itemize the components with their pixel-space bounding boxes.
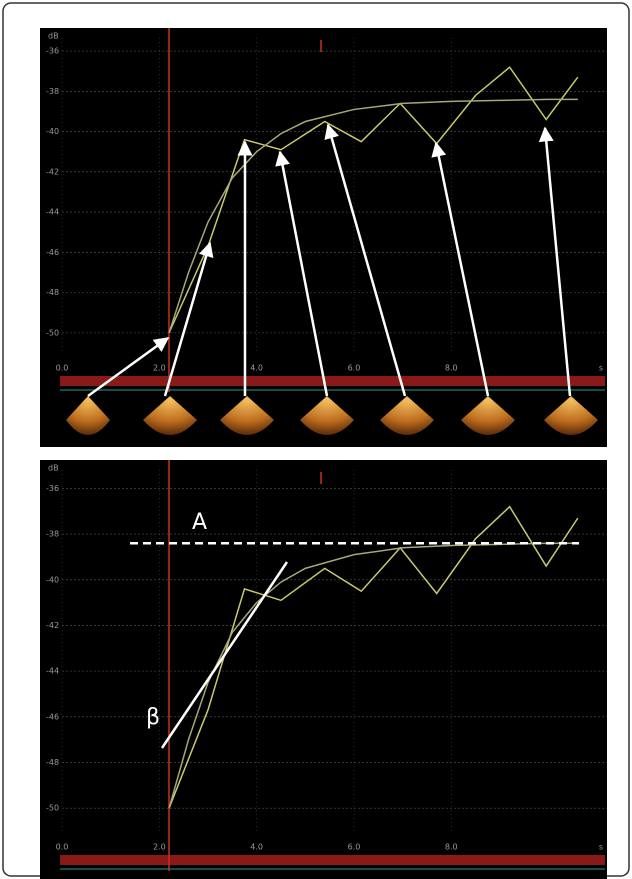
y-tick-label: -48	[46, 288, 59, 297]
timeline-strip	[60, 376, 605, 386]
x-tick-label: 8.0	[445, 364, 458, 373]
x-tick-label: 0.0	[56, 364, 69, 373]
figure: dB s -36 -38 -40 -42 -44 -46 -48 -50 0.0 2.0 4.0 6.0 8…	[0, 0, 632, 879]
x-axis-label: s	[599, 364, 603, 373]
x-tick-label: 8.0	[445, 843, 458, 852]
y-tick-label: -38	[46, 530, 59, 539]
y-tick-label: -46	[46, 712, 59, 721]
y-tick-label: -38	[46, 87, 59, 96]
y-tick-label: -48	[46, 758, 59, 767]
y-axis-label: dB	[48, 32, 59, 41]
timeline-strip	[60, 855, 605, 865]
x-tick-label: 6.0	[348, 364, 361, 373]
y-tick-label: -40	[46, 575, 59, 584]
y-tick-label: -36	[46, 47, 59, 56]
y-tick-label: -50	[46, 804, 59, 813]
panel-bg	[40, 460, 607, 879]
y-tick-label: -50	[46, 328, 59, 337]
y-tick-label: -46	[46, 248, 59, 257]
y-tick-label: -44	[46, 667, 59, 676]
y-tick-label: -44	[46, 208, 59, 217]
annotation: β	[146, 705, 160, 730]
x-tick-label: 6.0	[348, 843, 361, 852]
x-axis-label: s	[599, 843, 603, 852]
x-tick-label: 4.0	[250, 843, 263, 852]
y-tick-label: -42	[46, 621, 59, 630]
x-tick-label: 0.0	[56, 843, 69, 852]
y-tick-label: -40	[46, 127, 59, 136]
x-tick-label: 2.0	[153, 364, 166, 373]
y-tick-label: -42	[46, 167, 59, 176]
annotation: A	[192, 510, 207, 535]
y-tick-label: -36	[46, 484, 59, 493]
y-axis-label: dB	[48, 464, 59, 473]
x-tick-label: 4.0	[250, 364, 263, 373]
x-tick-label: 2.0	[153, 843, 166, 852]
